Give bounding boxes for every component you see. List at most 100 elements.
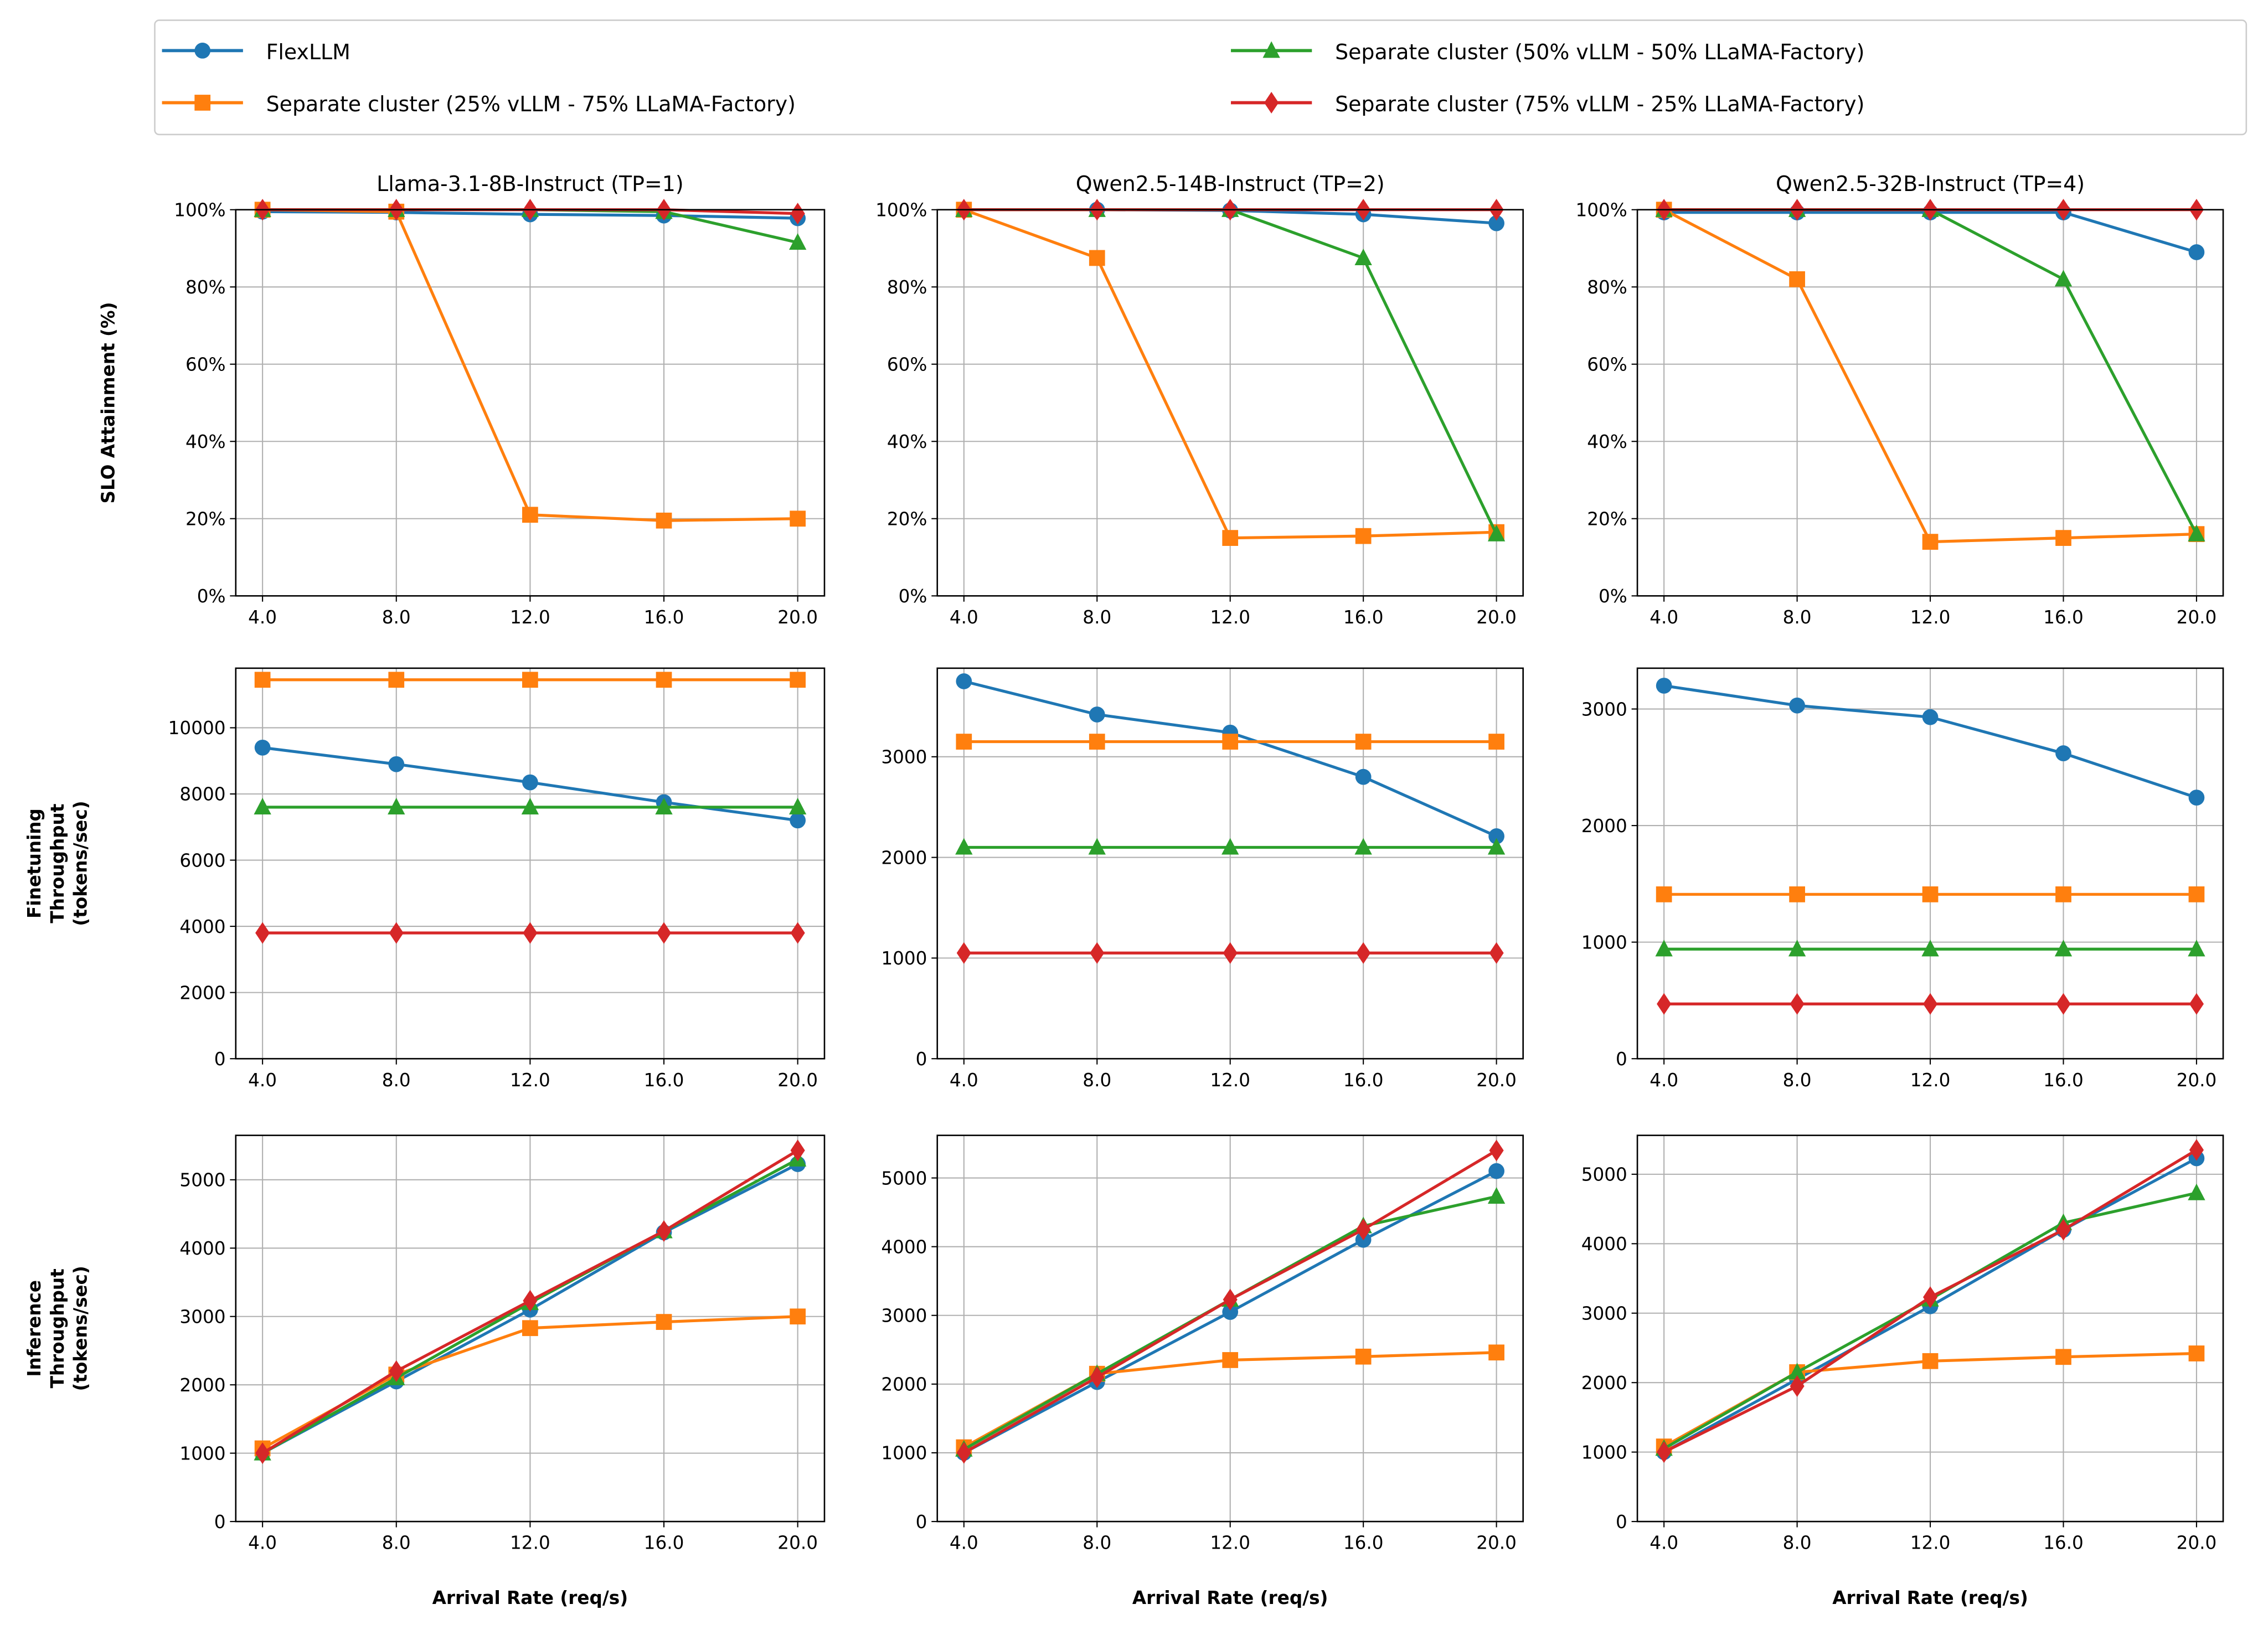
y-tick-label: 60% <box>1587 354 1627 375</box>
x-tick-label: 4.0 <box>950 1070 978 1091</box>
x-tick-label: 12.0 <box>1210 1070 1250 1091</box>
y-tick-label: 100% <box>875 200 927 221</box>
data-point <box>656 1220 672 1242</box>
x-tick-label: 16.0 <box>2043 1070 2084 1091</box>
data-point <box>1488 1163 1504 1179</box>
axes-frame <box>936 667 1524 1060</box>
x-tick-label: 4.0 <box>1650 1533 1678 1554</box>
y-tick-label: 0 <box>916 1512 927 1533</box>
data-point <box>1222 1304 1239 1320</box>
x-tick-label: 12.0 <box>510 1070 550 1091</box>
y-tick-label: 40% <box>887 431 927 452</box>
y-tick-label: 20% <box>887 509 927 530</box>
x-tick-label: 20.0 <box>2177 1533 2217 1554</box>
x-tick-label: 16.0 <box>2043 607 2084 628</box>
axes-frame <box>936 1134 1524 1523</box>
data-point <box>522 672 538 688</box>
x-tick-label: 12.0 <box>1210 1533 1250 1554</box>
data-point <box>2055 745 2071 761</box>
x-tick-label: 8.0 <box>1783 1070 1812 1091</box>
y-tick-label: 60% <box>185 354 226 375</box>
data-point <box>1088 838 1106 855</box>
x-tick-label: 8.0 <box>1083 1070 1111 1091</box>
data-point <box>1488 734 1504 750</box>
y-tick-label: 1000 <box>881 948 927 969</box>
y-tick-label: 0 <box>214 1049 226 1070</box>
data-point <box>956 673 972 689</box>
x-tick-label: 20.0 <box>1476 1070 1517 1091</box>
y-tick-label: 5000 <box>1581 1164 1627 1185</box>
data-point <box>1656 886 1672 902</box>
y-tick-label: 1000 <box>881 1443 927 1464</box>
data-point <box>1655 940 1673 957</box>
data-point <box>956 734 972 750</box>
data-point <box>1922 709 1939 725</box>
data-point <box>1489 1139 1504 1162</box>
data-point <box>1355 1348 1372 1365</box>
y-axis-label: Finetuning <box>24 808 45 919</box>
series-triangle <box>1655 940 2205 957</box>
x-tick-label: 8.0 <box>382 607 411 628</box>
x-tick-label: 8.0 <box>1783 1533 1812 1554</box>
y-tick-label: 10000 <box>168 718 226 739</box>
data-point <box>1789 697 1805 714</box>
y-tick-label: 40% <box>1587 431 1627 452</box>
data-point <box>1221 838 1239 855</box>
y-axis-label: (tokens/sec) <box>70 801 91 926</box>
panel-title: Qwen2.5-14B-Instruct (TP=2) <box>1076 172 1385 196</box>
data-point <box>1922 534 1939 550</box>
data-point <box>2054 940 2073 957</box>
legend-marker-diamond <box>1264 91 1279 114</box>
series-square <box>1656 886 2205 902</box>
y-axis-label: Inference <box>24 1280 45 1377</box>
data-point <box>2188 524 2205 541</box>
panel-r2-c1: 4.0 8.0 12.0 16.0 20.0 0 2000 4000 6000 8000 10000… <box>24 667 826 1091</box>
data-point <box>1488 215 1504 231</box>
data-point <box>389 922 404 944</box>
x-tick-label: 4.0 <box>248 1070 277 1091</box>
data-point <box>2188 886 2205 902</box>
axes-frame <box>1636 209 2224 597</box>
x-tick-label: 8.0 <box>1783 607 1812 628</box>
data-point <box>1089 250 1105 266</box>
data-point <box>656 1314 672 1330</box>
y-axis-label: Throughput <box>47 803 68 923</box>
y-tick-label: 2000 <box>1581 1373 1627 1394</box>
data-point <box>656 512 672 529</box>
y-tick-label: 100% <box>174 200 225 221</box>
series-diamond <box>255 922 805 944</box>
data-point <box>1356 942 1371 964</box>
y-tick-label: 3000 <box>1581 1303 1627 1324</box>
panel-r1-c2: 4.0 8.0 12.0 16.0 20.0 0% 20% 40% 60% 80% 100% Qwen… <box>875 172 1524 628</box>
y-tick-label: 4000 <box>179 916 225 937</box>
data-point <box>1089 734 1105 750</box>
y-tick-label: 2000 <box>1581 816 1627 837</box>
legend-marker-square <box>194 95 211 111</box>
series-triangle <box>254 797 807 814</box>
data-point <box>2188 790 2205 806</box>
y-tick-label: 0% <box>1599 586 1627 607</box>
x-tick-label: 12.0 <box>510 1533 550 1554</box>
x-tick-label: 16.0 <box>1343 607 1384 628</box>
data-point <box>1487 524 1506 541</box>
data-point <box>254 739 271 756</box>
legend-item: FlexLLM <box>162 40 350 64</box>
data-point <box>522 1320 538 1337</box>
x-tick-label: 20.0 <box>777 1533 818 1554</box>
y-tick-label: 60% <box>887 354 927 375</box>
legend-label: Separate cluster (25% vLLM - 75% LLaMA-F… <box>266 92 796 116</box>
legend-label: FlexLLM <box>266 40 350 64</box>
y-tick-label: 20% <box>185 509 226 530</box>
legend-marker-circle <box>194 43 211 59</box>
axes-frame <box>1636 667 2224 1060</box>
series-triangle <box>955 838 1506 855</box>
data-point <box>1790 993 1805 1015</box>
data-point <box>2189 993 2204 1015</box>
data-point <box>1487 1187 1506 1204</box>
y-tick-label: 0 <box>1616 1512 1627 1533</box>
x-tick-label: 8.0 <box>1083 1533 1111 1554</box>
x-tick-label: 16.0 <box>1343 1070 1384 1091</box>
y-tick-label: 80% <box>185 277 226 298</box>
data-point <box>523 922 538 944</box>
y-axis-label: Throughput <box>47 1268 68 1388</box>
